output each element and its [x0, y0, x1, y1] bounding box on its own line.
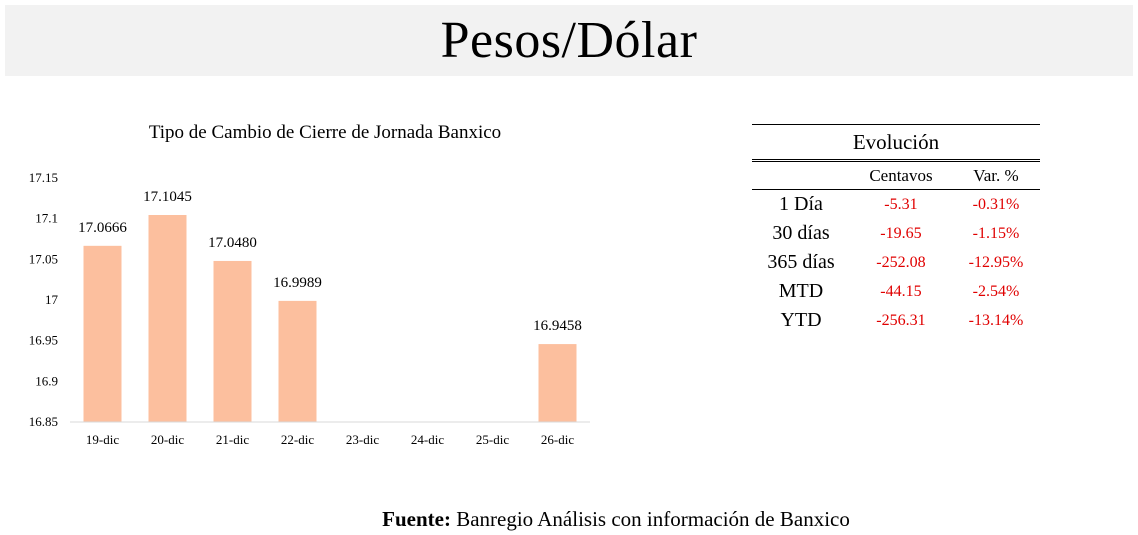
y-tick-label: 17.1: [35, 211, 58, 226]
row-centavos: -256.31: [876, 311, 926, 329]
bar: [213, 260, 252, 422]
column-header-var: Var. %: [951, 160, 1040, 190]
row-label: 1 Día: [779, 193, 823, 215]
bar: [148, 215, 187, 422]
bar: [83, 245, 122, 422]
title-bar: Pesos/Dólar: [5, 5, 1133, 76]
y-tick-label: 17.15: [29, 170, 58, 185]
y-tick-label: 17: [45, 292, 59, 307]
row-var: -0.31%: [972, 195, 1020, 213]
x-tick-label: 22-dic: [281, 432, 314, 447]
row-centavos: -252.08: [876, 253, 926, 271]
row-centavos: -5.31: [884, 195, 918, 213]
chart-title: Tipo de Cambio de Cierre de Jornada Banx…: [148, 122, 502, 143]
row-centavos: -19.65: [880, 224, 922, 242]
table-row: 30 días -19.65 -1.15%: [752, 219, 1040, 248]
row-var: -1.15%: [972, 224, 1020, 242]
source-note: Fuente: Banregio Análisis con informació…: [0, 507, 1138, 532]
data-label: 16.9458: [533, 318, 582, 334]
data-label: 17.1045: [143, 189, 192, 205]
x-tick-label: 23-dic: [346, 432, 379, 447]
x-tick-label: 20-dic: [151, 432, 184, 447]
table-row: 365 días -252.08 -12.95%: [752, 248, 1040, 277]
bar-chart: 16.85 16.9 16.95 17 17.05 17.1 17.15 17.0666 19-…: [29, 170, 590, 447]
table-row: 1 Día -5.31 -0.31%: [752, 190, 1040, 220]
y-tick-label: 16.85: [29, 414, 58, 429]
bar: [538, 344, 577, 422]
source-text: Banregio Análisis con información de Ban…: [450, 507, 850, 531]
x-tick-label: 24-dic: [411, 432, 444, 447]
row-centavos: -44.15: [880, 282, 922, 300]
data-label: 17.0480: [208, 235, 257, 251]
table-row: MTD -44.15 -2.54%: [752, 277, 1040, 306]
row-var: -2.54%: [972, 282, 1020, 300]
x-tick-label: 21-dic: [216, 432, 249, 447]
source-prefix: Fuente:: [382, 507, 451, 531]
bar: [278, 300, 317, 422]
table-empty-header: [752, 160, 850, 190]
y-tick-label: 16.9: [35, 373, 58, 388]
column-header-centavos: Centavos: [850, 160, 952, 190]
row-label: 30 días: [772, 222, 830, 244]
x-tick-label: 26-dic: [541, 432, 574, 447]
y-tick-label: 17.05: [29, 251, 58, 266]
data-label: 16.9989: [273, 275, 322, 291]
row-label: MTD: [778, 280, 824, 302]
evolution-table: Evolución Centavos Var. % 1 Día -5.31 -0…: [752, 124, 1040, 335]
row-label: YTD: [780, 309, 822, 331]
table-row: YTD -256.31 -13.14%: [752, 306, 1040, 335]
x-tick-label: 25-dic: [476, 432, 509, 447]
row-var: -13.14%: [968, 311, 1024, 329]
table-header: Evolución: [752, 124, 1040, 162]
y-tick-label: 16.95: [29, 333, 58, 348]
row-var: -12.95%: [968, 253, 1024, 271]
x-tick-label: 19-dic: [86, 432, 119, 447]
row-label: 365 días: [767, 251, 835, 273]
data-label: 17.0666: [78, 220, 127, 236]
page-title: Pesos/Dólar: [440, 12, 698, 69]
